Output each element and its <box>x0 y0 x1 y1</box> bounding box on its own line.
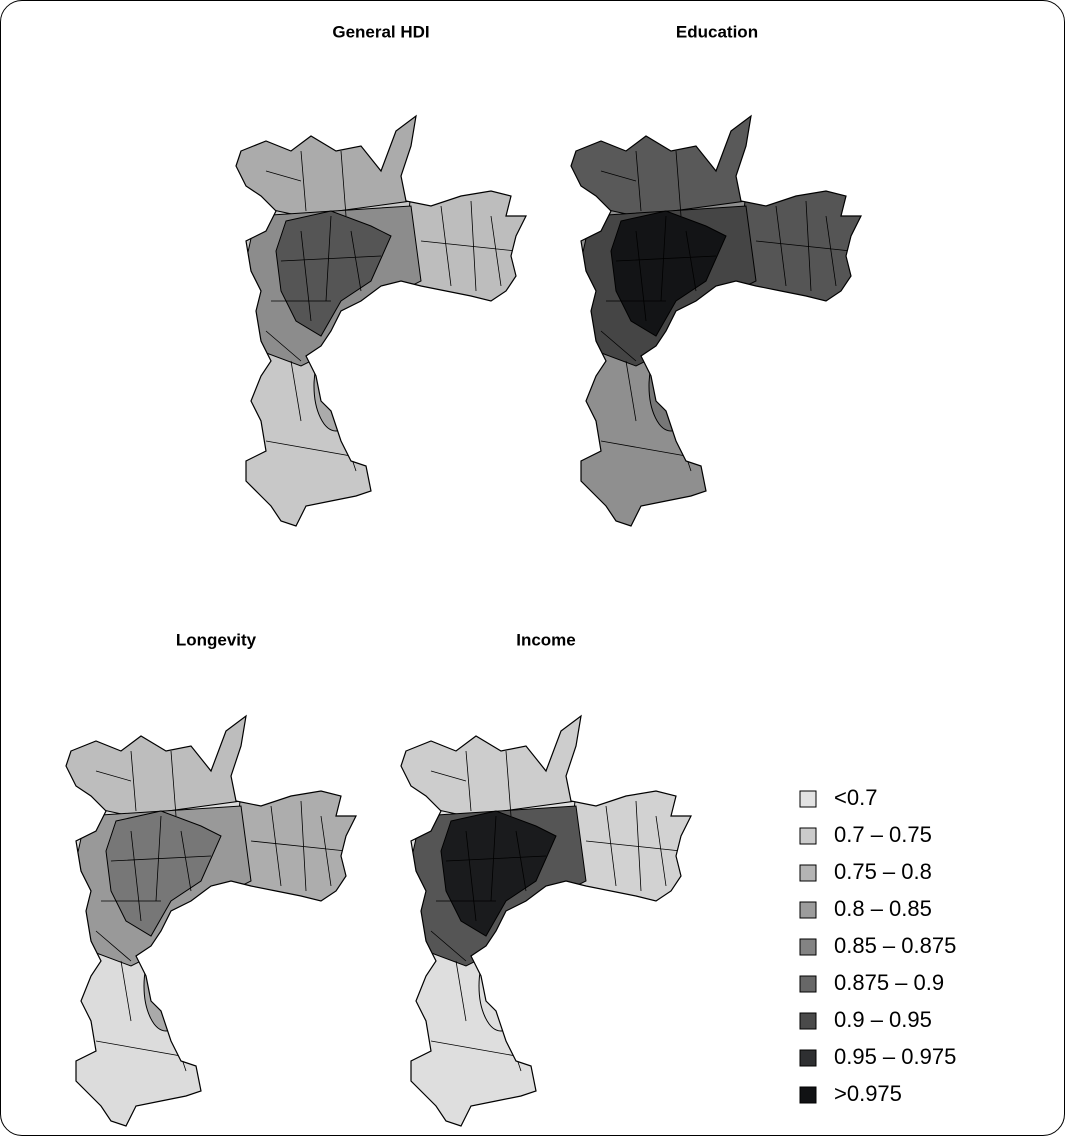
legend-swatch <box>799 1049 817 1067</box>
map-general-hdi <box>231 111 531 526</box>
legend-swatch <box>799 975 817 993</box>
panel-title: General HDI <box>332 22 429 41</box>
legend-label: 0.8 – 0.85 <box>834 896 932 921</box>
panel-title: Income <box>516 630 576 649</box>
legend-label: 0.75 – 0.8 <box>834 859 932 884</box>
legend-swatch <box>799 790 817 808</box>
legend-label: 0.9 – 0.95 <box>834 1007 932 1032</box>
legend: <0.7 0.7 – 0.75 0.75 – 0.8 0.8 – 0.85 0.85 –… <box>799 785 956 1106</box>
legend-label: 0.85 – 0.875 <box>834 933 956 958</box>
legend-swatch <box>799 1086 817 1104</box>
legend-label: >0.975 <box>834 1081 902 1106</box>
panel-title: Longevity <box>176 630 257 649</box>
legend-label: 0.95 – 0.975 <box>834 1044 956 1069</box>
panel-title: Education <box>676 22 758 41</box>
legend-swatch <box>799 901 817 919</box>
map-longevity <box>61 711 361 1126</box>
legend-label: 0.7 – 0.75 <box>834 822 932 847</box>
legend-label: <0.7 <box>834 785 877 810</box>
legend-swatch <box>799 864 817 882</box>
map-education <box>566 111 866 526</box>
legend-swatch <box>799 1012 817 1030</box>
map-income <box>396 711 696 1126</box>
legend-label: 0.875 – 0.9 <box>834 970 944 995</box>
legend-swatch <box>799 938 817 956</box>
legend-swatch <box>799 827 817 845</box>
